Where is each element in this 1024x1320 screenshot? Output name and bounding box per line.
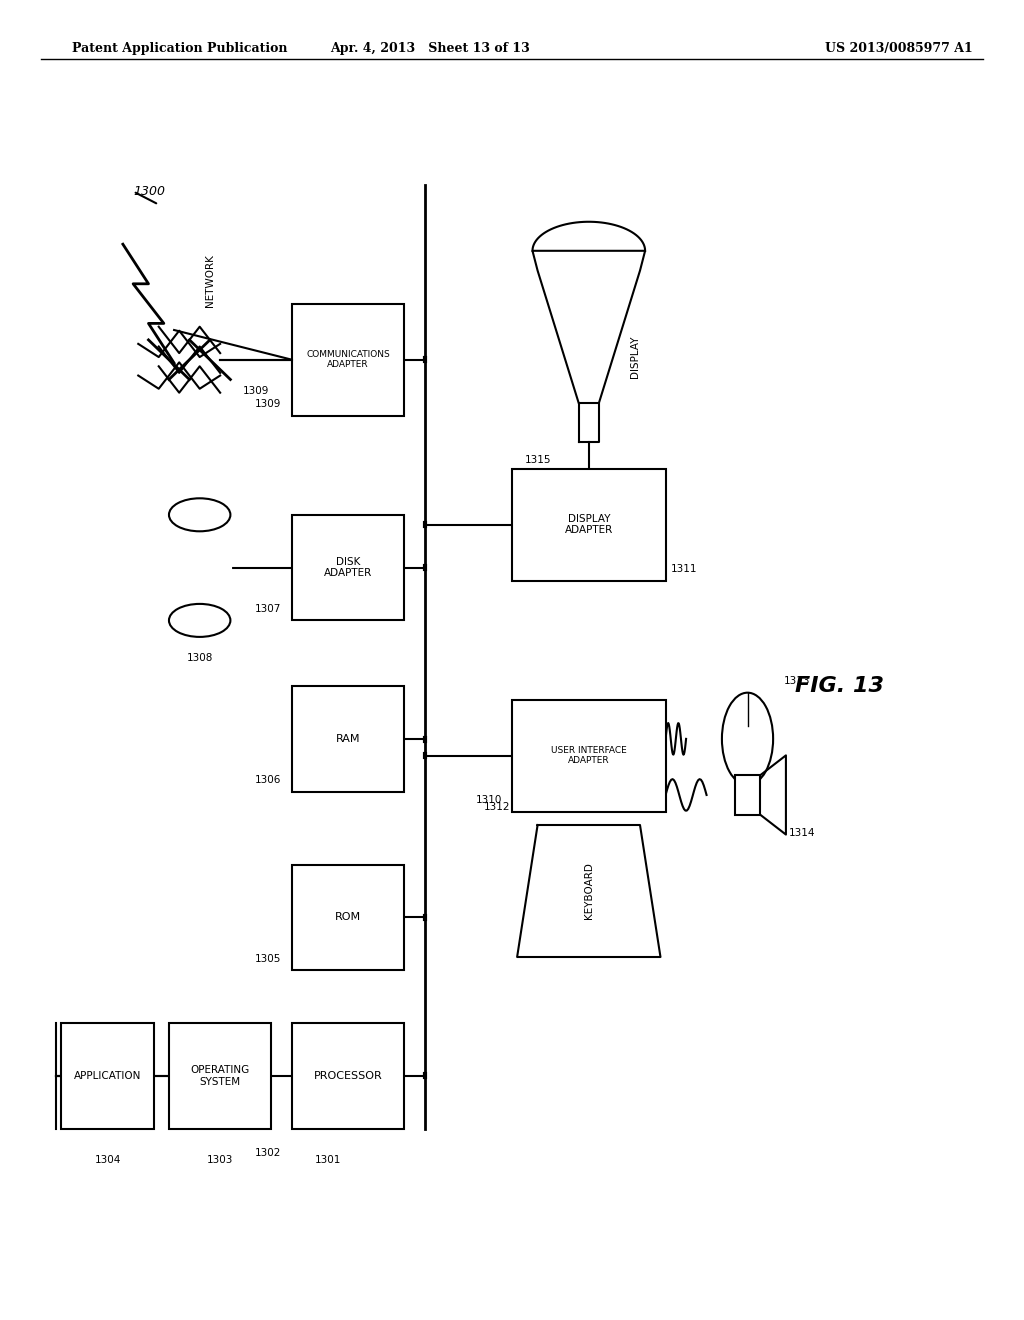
Text: 1312: 1312: [483, 801, 510, 812]
Text: 1313: 1313: [783, 676, 810, 686]
Polygon shape: [760, 755, 786, 834]
Text: 1304: 1304: [94, 1155, 121, 1166]
Text: 1307: 1307: [255, 603, 282, 614]
Text: US 2013/0085977 A1: US 2013/0085977 A1: [825, 42, 973, 55]
Text: 1309: 1309: [243, 385, 269, 396]
Text: USER INTERFACE
ADAPTER: USER INTERFACE ADAPTER: [551, 746, 627, 766]
Text: DISPLAY
ADAPTER: DISPLAY ADAPTER: [564, 513, 613, 536]
Text: 1302: 1302: [255, 1148, 282, 1159]
Text: DISK
ADAPTER: DISK ADAPTER: [324, 557, 373, 578]
Bar: [292, 1023, 404, 1129]
Bar: [735, 775, 761, 814]
Text: KEYBOARD: KEYBOARD: [584, 862, 594, 920]
Ellipse shape: [169, 498, 230, 531]
Text: 1315: 1315: [524, 455, 551, 466]
Bar: [512, 700, 666, 812]
Text: 1314: 1314: [788, 828, 815, 838]
Ellipse shape: [169, 605, 230, 636]
Text: 1303: 1303: [207, 1155, 233, 1166]
Text: OPERATING
SYSTEM: OPERATING SYSTEM: [190, 1065, 250, 1086]
Bar: [292, 304, 404, 416]
Text: 1305: 1305: [255, 953, 282, 964]
Text: 1310: 1310: [475, 795, 502, 805]
Bar: [512, 469, 666, 581]
Text: 1300: 1300: [133, 185, 165, 198]
Text: Patent Application Publication: Patent Application Publication: [72, 42, 287, 55]
Text: Apr. 4, 2013   Sheet 13 of 13: Apr. 4, 2013 Sheet 13 of 13: [330, 42, 530, 55]
Ellipse shape: [722, 693, 773, 785]
Text: ROM: ROM: [335, 912, 361, 923]
Bar: [292, 515, 404, 620]
Text: PROCESSOR: PROCESSOR: [313, 1071, 383, 1081]
Text: NETWORK: NETWORK: [205, 253, 215, 306]
Text: DISPLAY: DISPLAY: [630, 335, 640, 378]
Text: COMMUNICATIONS
ADAPTER: COMMUNICATIONS ADAPTER: [306, 350, 390, 370]
Text: RAM: RAM: [336, 734, 360, 744]
Bar: [292, 865, 404, 970]
Polygon shape: [517, 825, 660, 957]
Bar: [169, 515, 230, 620]
Text: 1306: 1306: [255, 775, 282, 785]
Text: 1309: 1309: [255, 399, 282, 409]
Text: 1311: 1311: [671, 564, 697, 574]
Text: FIG. 13: FIG. 13: [796, 676, 884, 697]
Bar: [292, 686, 404, 792]
Bar: [61, 1023, 154, 1129]
Text: APPLICATION: APPLICATION: [74, 1071, 141, 1081]
Bar: [169, 1023, 271, 1129]
Text: 1301: 1301: [314, 1155, 341, 1166]
Text: 1308: 1308: [186, 653, 213, 664]
